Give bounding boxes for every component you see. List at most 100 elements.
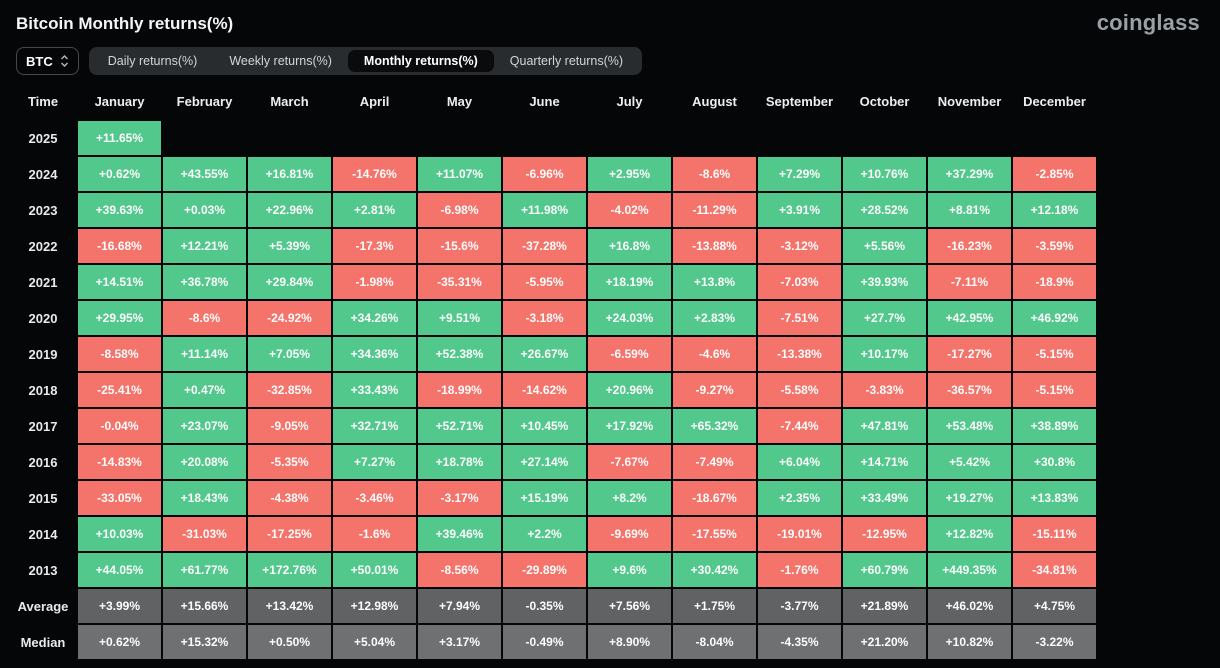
return-cell: +8.81% [928,193,1011,227]
return-cell: +65.32% [673,409,756,443]
return-cell: +42.95% [928,301,1011,335]
row-label-2014: 2014 [28,526,58,542]
return-cell: +5.42% [928,445,1011,479]
return-cell: -9.27% [673,373,756,407]
return-cell: +53.48% [928,409,1011,443]
return-cell: +23.07% [163,409,246,443]
row-label-2020: 2020 [28,310,58,326]
return-cell: -0.04% [78,409,161,443]
return-cell: -32.85% [248,373,331,407]
return-cell: +0.50% [248,625,331,659]
tab-weekly-returns[interactable]: Weekly returns(%) [213,50,348,72]
return-cell: +50.01% [333,553,416,587]
return-cell: +20.96% [588,373,671,407]
return-cell: +10.76% [843,157,926,191]
return-cell: +28.52% [843,193,926,227]
return-cell: -5.95% [503,265,586,299]
return-cell: -3.77% [758,589,841,623]
return-cell: -17.25% [248,517,331,551]
return-cell: -31.03% [163,517,246,551]
returns-period-tabs: Daily returns(%) Weekly returns(%) Monthly… [88,47,643,75]
column-header-month: November [937,93,1002,109]
return-cell: +13.83% [1013,481,1096,515]
return-cell: -7.51% [758,301,841,335]
return-cell: +47.81% [843,409,926,443]
return-cell: -8.56% [418,553,501,587]
return-cell: -14.83% [78,445,161,479]
return-cell: +32.71% [333,409,416,443]
return-cell: +8.90% [588,625,671,659]
chevron-up-down-icon [60,54,69,68]
return-cell: +44.05% [78,553,161,587]
return-cell: +38.89% [1013,409,1096,443]
return-cell: +26.67% [503,337,586,371]
return-cell: +37.29% [928,157,1011,191]
return-cell: -17.3% [333,229,416,263]
return-cell: -8.6% [163,301,246,335]
return-cell: -17.27% [928,337,1011,371]
return-cell: -5.15% [1013,373,1096,407]
empty-cell [418,121,501,155]
return-cell: +27.7% [843,301,926,335]
column-header-month: April [359,93,390,109]
return-cell: -16.68% [78,229,161,263]
return-cell: -8.04% [673,625,756,659]
return-cell: -0.35% [503,589,586,623]
return-cell: +14.51% [78,265,161,299]
return-cell: +12.18% [1013,193,1096,227]
return-cell: +7.27% [333,445,416,479]
return-cell: +29.84% [248,265,331,299]
row-label-2015: 2015 [28,490,58,506]
column-header-month: June [529,93,560,109]
return-cell: +24.03% [588,301,671,335]
coin-select-value: BTC [26,53,53,69]
return-cell: +39.93% [843,265,926,299]
column-header-month: December [1023,93,1086,109]
row-label-2024: 2024 [28,166,58,182]
tab-quarterly-returns[interactable]: Quarterly returns(%) [494,50,639,72]
return-cell: +11.98% [503,193,586,227]
return-cell: -13.38% [758,337,841,371]
return-cell: -6.96% [503,157,586,191]
return-cell: +36.78% [163,265,246,299]
return-cell: +2.35% [758,481,841,515]
return-cell: +3.91% [758,193,841,227]
row-label-2019: 2019 [28,346,58,362]
column-header-month: October [859,93,910,109]
return-cell: +11.65% [78,121,161,155]
empty-cell [503,121,586,155]
return-cell: +43.55% [163,157,246,191]
return-cell: -15.11% [1013,517,1096,551]
return-cell: +4.75% [1013,589,1096,623]
return-cell: +13.8% [673,265,756,299]
tab-monthly-returns[interactable]: Monthly returns(%) [347,50,494,72]
return-cell: +10.82% [928,625,1011,659]
row-label-average: Average [17,598,69,614]
coinglass-logo[interactable]: coinglass [1096,10,1200,35]
tab-daily-returns[interactable]: Daily returns(%) [92,50,214,72]
return-cell: -35.31% [418,265,501,299]
return-cell: -8.6% [673,157,756,191]
return-cell: +60.79% [843,553,926,587]
return-cell: +0.03% [163,193,246,227]
return-cell: +10.45% [503,409,586,443]
row-label-2023: 2023 [28,202,58,218]
return-cell: +33.49% [843,481,926,515]
top-bar: Bitcoin Monthly returns(%) coinglass [0,0,1220,34]
return-cell: +34.26% [333,301,416,335]
return-cell: -25.41% [78,373,161,407]
empty-cell [758,121,841,155]
return-cell: +0.62% [78,157,161,191]
return-cell: +0.62% [78,625,161,659]
return-cell: -24.92% [248,301,331,335]
return-cell: -12.95% [843,517,926,551]
return-cell: -13.88% [673,229,756,263]
return-cell: +14.71% [843,445,926,479]
coin-select[interactable]: BTC [16,47,79,75]
return-cell: +22.96% [248,193,331,227]
row-label-median: Median [20,634,66,650]
return-cell: +16.8% [588,229,671,263]
return-cell: +34.36% [333,337,416,371]
return-cell: +52.38% [418,337,501,371]
return-cell: +18.78% [418,445,501,479]
